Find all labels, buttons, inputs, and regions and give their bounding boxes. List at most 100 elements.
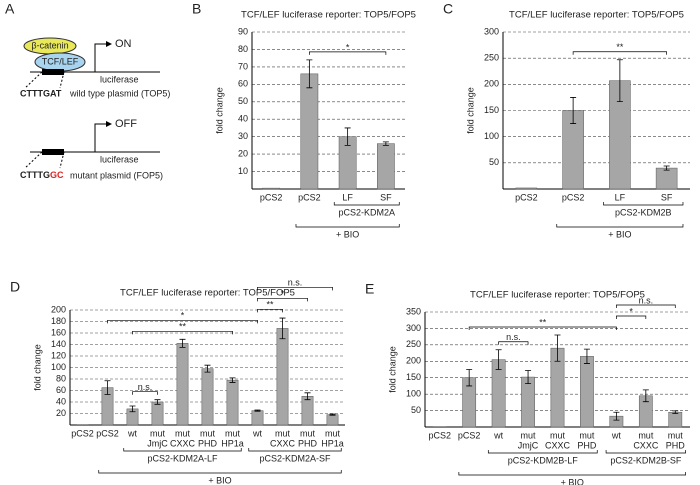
x-tick-label: mut [550,430,566,440]
significance-bracket [257,286,333,291]
error-bar [495,349,502,370]
chart-title: TCF/LEF luciferase reporter: TOP5/FOP5 [470,290,645,301]
x-tick-label: wt [611,430,621,440]
group-label: pCS2-KDM2B [615,207,672,217]
y-tick-label: 100 [51,362,66,372]
x-tick-label: CXXC [270,438,296,448]
significance-bracket [309,51,387,55]
significance-label: ** [539,317,547,327]
significance-bracket [468,326,617,330]
zoom-lines [24,151,65,169]
error-bar [570,97,577,124]
group-label: pCS2-KDM2B-SF [610,455,682,465]
error-bar [329,413,336,416]
y-tick-label: 150 [484,105,499,115]
x-tick-label: mut [325,428,341,438]
fop-label: mutant plasmid (FOP5) [70,170,163,180]
error-bar [104,380,111,395]
panel-label: E [365,281,374,297]
treatment-label-bracket [98,470,342,474]
bar [521,376,535,428]
error-bar [525,370,532,385]
y-tick-label: 20 [238,148,248,158]
x-tick-label: mut [175,428,191,438]
bar [276,328,289,426]
x-tick-label: CXXC [545,440,571,450]
y-axis-label: fold change [214,87,224,134]
diagram: A β-catenin TCF/LEF ON luciferase CTTTGA… [5,1,170,181]
significance-label: ** [179,322,187,332]
binding-site [42,69,64,75]
y-tick-label: 90 [238,26,248,36]
bar [176,343,189,426]
x-tick-label: mut [200,428,216,438]
significance-bracket [572,51,667,55]
x-tick-label: HP1a [221,438,244,448]
bar [580,356,594,428]
error-bar [642,389,649,403]
group-label: pCS2-KDM2A-LF [147,453,218,463]
error-bar [254,409,261,412]
x-tick-label: mut [275,428,291,438]
y-tick-label: 200 [51,304,66,314]
group-label: pCS2-KDM2A [338,207,395,217]
significance-label: n.s. [506,332,521,342]
error-bar [129,405,136,413]
panel-label: A [5,1,15,17]
significance-bracket [132,391,158,395]
significance-label: * [281,289,285,299]
y-tick-label: 100 [406,389,421,399]
significance-label: * [346,42,350,52]
x-tick-label: PHD [577,440,597,450]
y-tick-label: 50 [238,96,248,106]
x-tick-label: pCS2 [298,192,321,202]
x-tick-label: pCS2 [96,428,119,438]
x-tick-label: JmjC [518,440,539,450]
y-tick-label: 80 [238,44,248,54]
error-bar [179,338,186,348]
chart-title: TCF/LEF luciferase reporter: TOP5/FOP5 [509,10,684,21]
x-tick-label: JmjC [147,438,168,448]
x-tick-label: PHD [298,438,318,448]
treatment-label-bracket [556,224,684,228]
luciferase: luciferase [100,74,139,84]
y-tick-label: 60 [238,79,248,89]
bar [301,396,314,426]
bar [76,424,89,426]
y-tick-label: 180 [51,316,66,326]
arrow [106,41,112,47]
bar [668,411,683,428]
x-tick-label: PHD [198,438,218,448]
error-bar [554,334,561,362]
group-label-bracket [123,448,242,452]
y-tick-label: 160 [51,327,66,337]
error-bar [583,348,590,364]
panel-label: C [443,1,453,17]
group-label-bracket [603,202,684,206]
y-tick-label: 70 [238,61,248,71]
error-bar [466,369,473,387]
panel-label: B [192,1,201,17]
x-tick-label: CXXC [170,438,196,448]
error-bar [616,59,623,103]
y-tick-label: 250 [484,53,499,63]
bar [655,167,678,190]
x-tick-label: SF [661,192,673,202]
top-seq: CTTTGAT [20,88,62,98]
x-tick-label: pCS2 [458,430,481,440]
x-tick-label: mut [150,428,166,438]
x-tick-label: mut [300,428,316,438]
significance-label: ** [266,300,274,310]
group-label-bracket [333,202,400,206]
group-label: pCS2-KDM2A-SF [259,453,331,463]
significance-bracket [107,319,258,324]
x-tick-label: pCS2 [562,192,585,202]
y-tick-label: 200 [406,356,421,366]
x-tick-label: wt [493,430,503,440]
x-tick-label: mut [579,430,595,440]
tcf-lef: TCF/LEF [42,56,79,66]
treatment-label-bracket [458,472,686,476]
luciferase: luciferase [100,154,139,164]
chart-title: TCF/LEF luciferase reporter: TOP5/FOP5 [120,288,295,299]
